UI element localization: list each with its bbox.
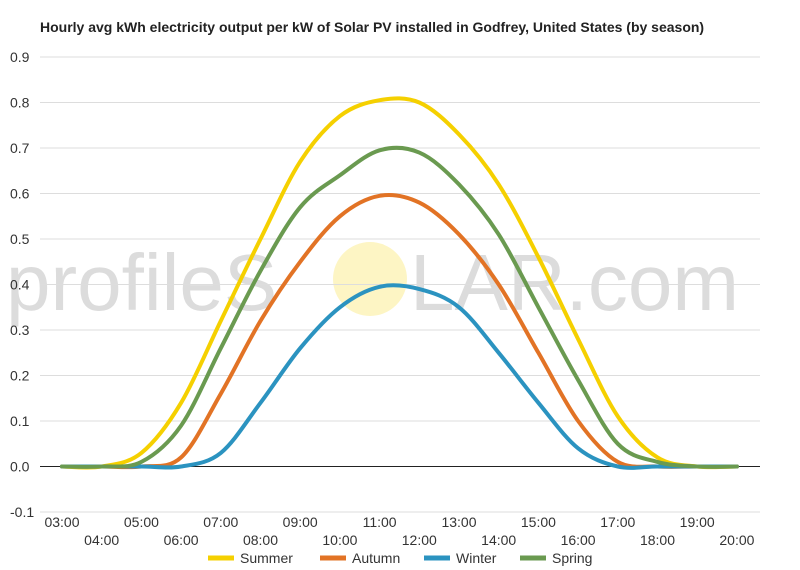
watermark-text-after: LAR.com — [410, 238, 739, 327]
y-tick-label: 0.5 — [10, 231, 30, 247]
x-tick-label: 15:00 — [521, 514, 556, 530]
x-tick-label: 12:00 — [402, 532, 437, 548]
y-tick-label: 0.0 — [10, 459, 30, 475]
chart-title: Hourly avg kWh electricity output per kW… — [40, 19, 705, 35]
x-tick-label: 07:00 — [203, 514, 238, 530]
x-tick-label: 17:00 — [600, 514, 635, 530]
y-tick-label: 0.1 — [10, 413, 30, 429]
y-tick-label: 0.7 — [10, 140, 30, 156]
y-tick-label: 0.3 — [10, 322, 30, 338]
legend: Summer Autumn Winter Spring — [208, 550, 592, 566]
x-tick-label: 04:00 — [84, 532, 119, 548]
legend-label-autumn: Autumn — [352, 550, 400, 566]
x-tick-label: 08:00 — [243, 532, 278, 548]
x-tick-label: 09:00 — [283, 514, 318, 530]
legend-label-winter: Winter — [456, 550, 497, 566]
x-tick-label: 18:00 — [640, 532, 675, 548]
y-tick-label: 0.6 — [10, 186, 30, 202]
y-tick-label: 0.2 — [10, 368, 30, 384]
series-lines — [60, 96, 739, 470]
x-tick-label: 03:00 — [44, 514, 79, 530]
x-tick-label: 06:00 — [164, 532, 199, 548]
legend-label-summer: Summer — [240, 550, 293, 566]
series-line-winter — [60, 283, 739, 470]
y-tick-label: 0.8 — [10, 95, 30, 111]
grid — [40, 56, 760, 513]
x-tick-label: 13:00 — [441, 514, 476, 530]
y-tick-label: 0.4 — [10, 277, 30, 293]
x-tick-label: 14:00 — [481, 532, 516, 548]
x-tick-label: 10:00 — [322, 532, 357, 548]
x-tick-label: 05:00 — [124, 514, 159, 530]
series-line-spring — [60, 145, 739, 469]
series-line-summer — [60, 96, 739, 470]
watermark: profileS LAR.com — [6, 238, 739, 327]
x-tick-label: 20:00 — [719, 532, 754, 548]
y-tick-label: 0.9 — [10, 49, 30, 65]
series-line-autumn — [60, 192, 739, 470]
x-tick-label: 11:00 — [363, 514, 397, 530]
x-tick-label: 16:00 — [561, 532, 596, 548]
y-tick-label: -0.1 — [10, 504, 34, 520]
watermark-text-before: profileS — [6, 238, 277, 327]
y-axis: -0.1 0.0 0.1 0.2 0.3 0.4 0.5 0.6 0.7 0.8 0.9 — [10, 49, 34, 520]
x-tick-label: 19:00 — [680, 514, 715, 530]
legend-label-spring: Spring — [552, 550, 592, 566]
